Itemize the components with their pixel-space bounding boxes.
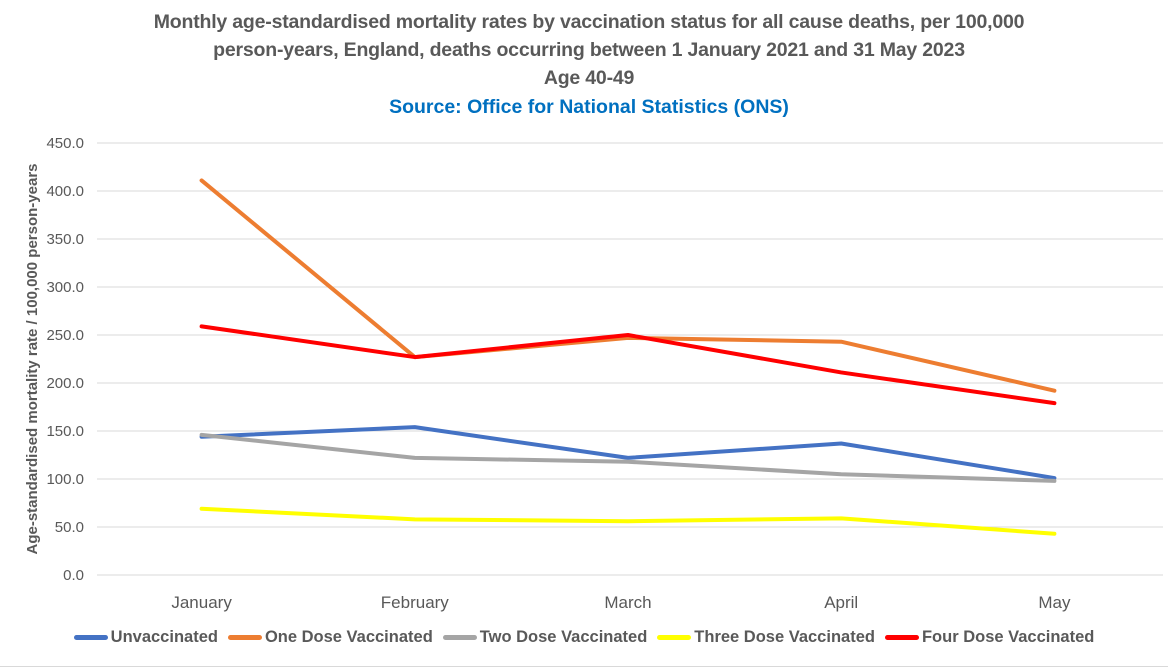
series-line-one-dose-vaccinated — [199, 178, 1057, 393]
x-tick-label: March — [604, 593, 651, 612]
chart-subtitle-source: Source: Office for National Statistics (… — [389, 96, 789, 118]
chart-legend: Unvaccinated One Dose Vaccinated Two Dose … — [0, 628, 1168, 647]
y-axis-ticks: 0.0 50.0 100.0 150.0 200.0 250.0 300.0 350.0 400… — [46, 135, 84, 584]
legend-label: Four Dose Vaccinated — [921, 628, 1095, 646]
x-tick-label: January — [171, 593, 232, 612]
y-tick-label: 350.0 — [46, 231, 84, 248]
x-tick-label: April — [824, 593, 858, 612]
legend-swatch — [227, 635, 262, 640]
legend-swatch — [442, 635, 477, 640]
legend-label: One Dose Vaccinated — [264, 628, 433, 646]
chart-border — [0, 666, 1168, 667]
chart-title-line-1: Monthly age-standardised mortality rates… — [153, 11, 1025, 33]
chart-title-line-2: person-years, England, deaths occurring … — [213, 39, 965, 61]
chart-title-line-3: Age 40-49 — [543, 67, 635, 89]
x-axis-ticks: January February March April May — [171, 593, 1071, 612]
x-tick-label: February — [381, 593, 450, 612]
legend-label: Unvaccinated — [110, 628, 218, 646]
chart-title-block: Monthly age-standardised mortality rates… — [0, 8, 1168, 122]
y-tick-label: 450.0 — [46, 135, 84, 152]
y-axis-label: Age-standardised mortality rate / 100,00… — [24, 164, 41, 555]
series-line-three-dose-vaccinated — [199, 506, 1057, 536]
y-tick-label: 200.0 — [46, 375, 84, 392]
y-tick-label: 150.0 — [46, 423, 84, 440]
legend-item: One Dose Vaccinated — [227, 628, 433, 647]
y-tick-label: 0.0 — [63, 567, 84, 584]
legend-swatch — [73, 635, 108, 640]
y-tick-label: 300.0 — [46, 279, 84, 296]
series-line-two-dose-vaccinated — [199, 432, 1057, 483]
legend-item: Three Dose Vaccinated — [657, 628, 875, 647]
legend-swatch — [884, 635, 919, 640]
legend-swatch — [657, 635, 692, 640]
y-tick-label: 400.0 — [46, 183, 84, 200]
legend-item: Four Dose Vaccinated — [884, 628, 1095, 647]
y-tick-label: 50.0 — [55, 519, 84, 536]
legend-label: Two Dose Vaccinated — [479, 628, 648, 646]
series-lines — [199, 178, 1057, 536]
y-tick-label: 250.0 — [46, 327, 84, 344]
x-tick-label: May — [1038, 593, 1071, 612]
legend-item: Unvaccinated — [73, 628, 218, 647]
y-tick-label: 100.0 — [46, 471, 84, 488]
legend-item: Two Dose Vaccinated — [442, 628, 648, 647]
series-line-four-dose-vaccinated — [199, 324, 1057, 406]
series-line-unvaccinated — [199, 425, 1057, 481]
legend-label: Three Dose Vaccinated — [694, 628, 875, 646]
